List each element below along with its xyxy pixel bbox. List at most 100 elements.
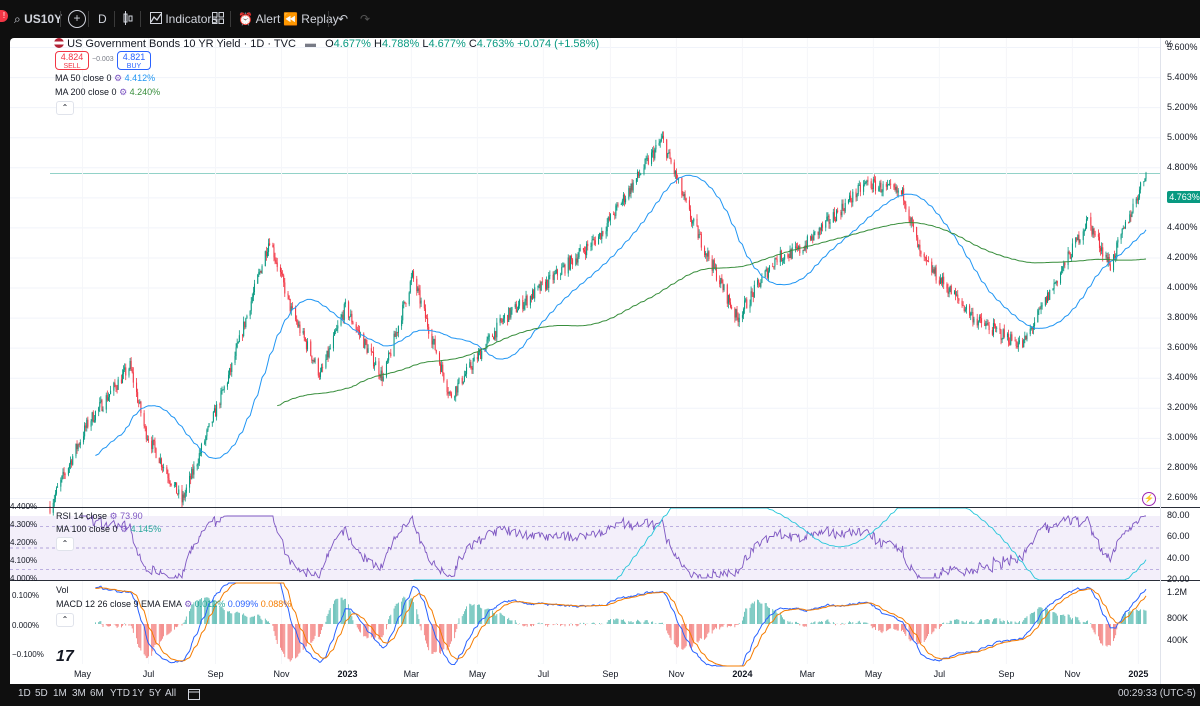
- candle-body: [341, 314, 343, 317]
- range-button-5d[interactable]: 5D: [35, 688, 48, 699]
- ma200-legend[interactable]: MA 200 close 0 ⚙ 4.240%: [55, 87, 160, 98]
- macd-legend[interactable]: MACD 12 26 close 9 EMA EMA ⚙ 0.012% 0.09…: [56, 599, 291, 610]
- candle-body: [992, 323, 994, 335]
- buy-button[interactable]: 4.821 BUY: [117, 51, 151, 70]
- vol-legend[interactable]: Vol: [56, 585, 69, 595]
- bottom-toolbar: 1D 5D 1M 3M 6M YTD 1Y 5Y All 00:29:33 (UTC-5): [0, 684, 1200, 706]
- candle-body: [971, 312, 973, 314]
- ma50-legend[interactable]: MA 50 close 0 ⚙ 4.412%: [55, 73, 155, 84]
- range-button-all[interactable]: All: [165, 688, 177, 699]
- symbol-title[interactable]: US Government Bonds 10 YR Yield · 1D · T…: [67, 38, 296, 50]
- candle-body: [790, 249, 792, 259]
- candle-body: [669, 152, 671, 159]
- rsi-settings-icon[interactable]: ⚙: [109, 511, 118, 521]
- candle-body: [235, 347, 237, 356]
- candle-body: [215, 408, 217, 417]
- candle-body: [533, 290, 535, 299]
- candle-body: [908, 209, 910, 220]
- range-button-ytd[interactable]: YTD: [110, 688, 130, 699]
- candle-body: [700, 234, 702, 248]
- candle-body: [196, 464, 198, 467]
- candle-body: [64, 474, 66, 476]
- candle-body: [798, 246, 800, 250]
- range-button-1d[interactable]: 1D: [18, 688, 31, 699]
- range-button-3m[interactable]: 3M: [72, 688, 86, 699]
- candle-body: [1143, 181, 1145, 183]
- compare-add-icon[interactable]: +: [68, 10, 86, 28]
- redo-icon[interactable]: ↷: [360, 12, 371, 26]
- candle-body: [949, 285, 951, 292]
- macd-collapse-button[interactable]: ⌃: [56, 613, 74, 627]
- candle-body: [1137, 197, 1139, 201]
- candle-body: [749, 304, 751, 309]
- tradingview-logo[interactable]: 17: [56, 648, 74, 665]
- candle-body: [1041, 305, 1043, 307]
- candle-body: [538, 284, 540, 286]
- range-button-1m[interactable]: 1M: [53, 688, 67, 699]
- range-button-1y[interactable]: 1Y: [132, 688, 145, 699]
- pane-separator-2[interactable]: [10, 580, 1200, 581]
- candle-body: [1113, 254, 1115, 271]
- pane-separator-1[interactable]: [10, 507, 1200, 508]
- candle-body: [450, 393, 452, 398]
- ma200-settings-icon[interactable]: ⚙: [119, 87, 128, 97]
- candle-body: [699, 234, 701, 235]
- candle-body: [454, 396, 456, 398]
- replay-button[interactable]: ⏪ Replay: [283, 10, 339, 28]
- candle-body: [912, 223, 914, 227]
- candle-body: [265, 251, 267, 257]
- candle-body: [481, 350, 483, 360]
- time-tick-label: May: [73, 669, 91, 679]
- candle-body: [502, 318, 504, 322]
- legend-collapse-button[interactable]: ⌃: [56, 101, 74, 115]
- rsi-value: 73.90: [120, 511, 143, 521]
- legend-dots-icon[interactable]: ▬: [305, 38, 316, 50]
- candle-body: [488, 335, 490, 337]
- candle-body: [322, 367, 324, 369]
- candle-body: [335, 330, 337, 332]
- rsi-legend[interactable]: RSI 14 close ⚙ 73.90: [56, 511, 143, 522]
- candle-body: [577, 257, 579, 263]
- candle-body: [1098, 236, 1101, 249]
- layouts-icon[interactable]: [212, 10, 224, 28]
- rsi-ma-settings-icon[interactable]: ⚙: [120, 524, 129, 534]
- lightning-icon[interactable]: ⚡: [1142, 492, 1156, 506]
- candle-body: [873, 179, 875, 181]
- ma200-line: [277, 222, 1147, 407]
- ma50-settings-icon[interactable]: ⚙: [114, 73, 123, 83]
- candle-body: [166, 467, 168, 474]
- candle-body: [334, 330, 336, 336]
- candle-body: [174, 482, 177, 485]
- candles-type-icon[interactable]: [122, 10, 134, 28]
- chart-area[interactable]: US Government Bonds 10 YR Yield · 1D · T…: [10, 38, 1200, 684]
- candle-body: [996, 327, 998, 329]
- candle-body: [689, 209, 692, 220]
- candle-body: [646, 157, 648, 159]
- alert-button[interactable]: ⏰ Alert: [238, 10, 280, 28]
- candle-body: [797, 246, 799, 250]
- candle-body: [819, 228, 821, 231]
- candle-body: [655, 144, 657, 150]
- candle-body: [561, 267, 563, 275]
- alert-badge[interactable]: !: [0, 10, 8, 22]
- macd-settings-icon[interactable]: ⚙: [184, 599, 193, 609]
- candle-body: [370, 348, 372, 352]
- undo-icon[interactable]: ↶: [338, 12, 349, 26]
- symbol-search[interactable]: ⌕ US10Y: [14, 10, 62, 28]
- sell-button[interactable]: 4.824 SELL: [55, 51, 89, 70]
- indicators-button[interactable]: Indicators: [150, 10, 217, 28]
- chart-canvas[interactable]: [10, 38, 1200, 684]
- candle-body: [423, 300, 425, 309]
- macd-value: 0.099%: [227, 599, 259, 609]
- candle-body: [895, 186, 897, 190]
- rsi-collapse-button[interactable]: ⌃: [56, 537, 74, 551]
- rsi-ma-legend[interactable]: MA 100 close 0 ⚙ 4.145%: [56, 524, 161, 535]
- interval-button[interactable]: D: [98, 12, 107, 26]
- candle-body: [532, 290, 534, 300]
- time-tick-label: Jul: [537, 669, 550, 679]
- clock-timezone[interactable]: 00:29:33 (UTC-5): [1118, 688, 1196, 699]
- date-range-icon[interactable]: [188, 688, 200, 703]
- range-button-5y[interactable]: 5Y: [149, 688, 162, 699]
- range-button-6m[interactable]: 6M: [90, 688, 104, 699]
- candle-body: [957, 294, 959, 299]
